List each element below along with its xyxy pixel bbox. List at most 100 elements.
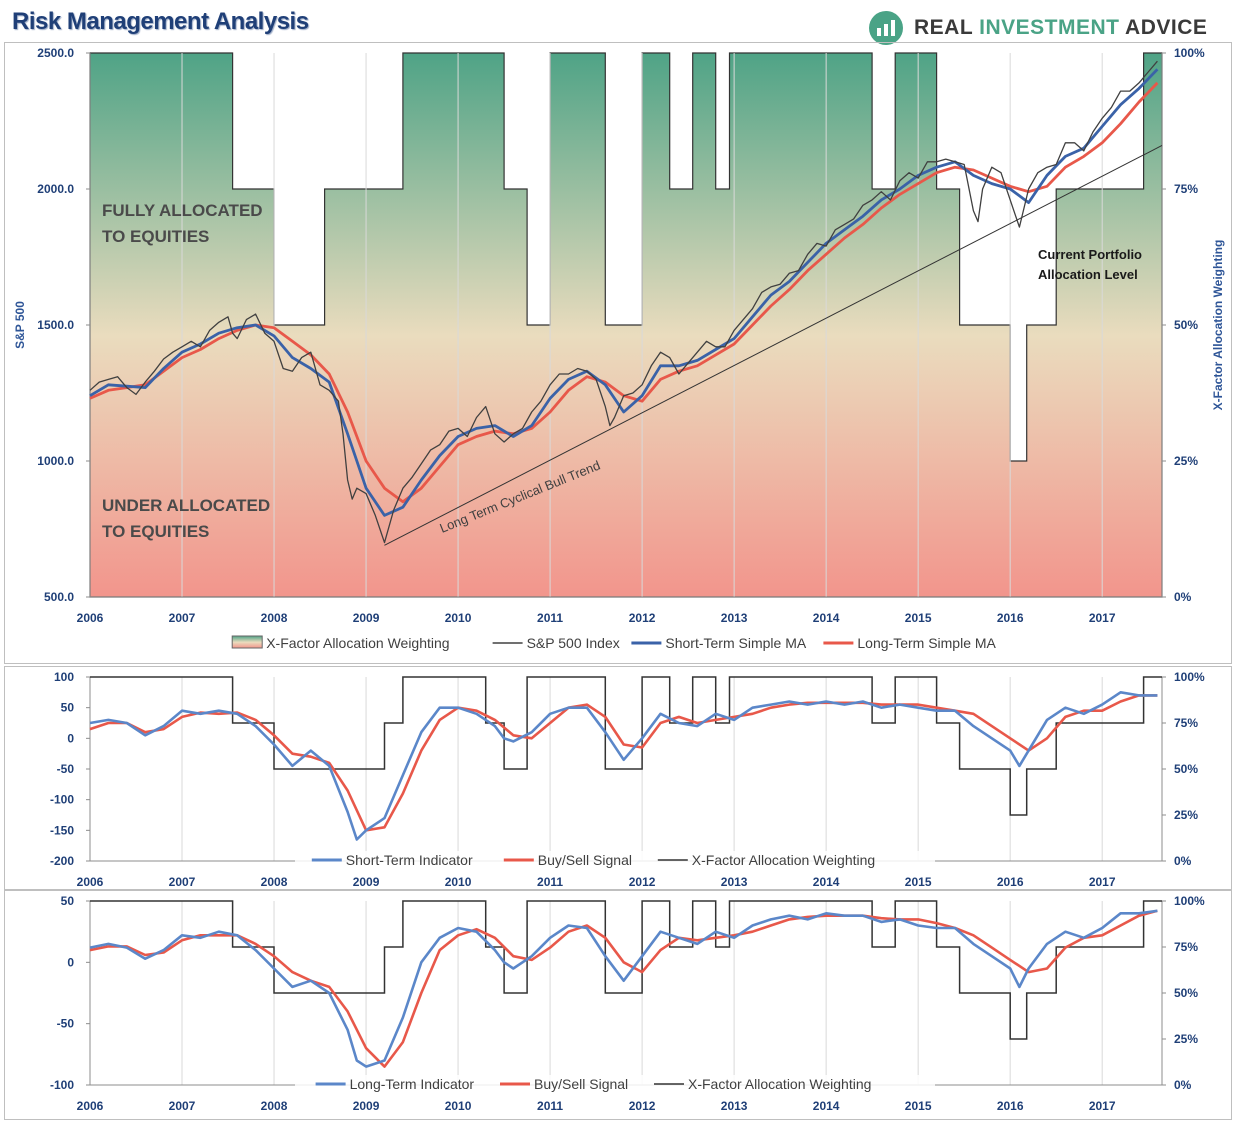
long-x-tick-2015: 2015: [905, 1099, 932, 1113]
long-x-tick-2013: 2013: [721, 1099, 748, 1113]
short-y-tick: 0: [67, 731, 74, 745]
long-x-tick-2011: 2011: [537, 1099, 563, 1113]
main-y-tick: 1000.0: [37, 454, 74, 468]
main-y-tick: 2500.0: [37, 46, 74, 60]
main-legend-item: X-Factor Allocation Weighting: [266, 635, 449, 651]
main-x-tick-2009: 2009: [353, 611, 380, 625]
brand-word-investment: INVESTMENT: [979, 16, 1120, 39]
short-x-tick-2009: 2009: [353, 875, 380, 889]
long-legend-item: Buy/Sell Signal: [534, 1076, 628, 1092]
long-x-tick-2009: 2009: [353, 1099, 380, 1113]
long-x-tick-2017: 2017: [1089, 1099, 1116, 1113]
long-y-right-tick: 50%: [1174, 986, 1198, 1000]
long-legend-item: Long-Term Indicator: [350, 1076, 475, 1092]
page-title: Risk Management Analysis: [12, 8, 309, 35]
long-term-chart: 2006 2007 2008 2009 2010 2011 2012 2013 2014 2015…: [50, 894, 1205, 1113]
main-y-axis-label: S&P 500: [13, 301, 27, 349]
long-y-tick: 50: [61, 894, 75, 908]
long-x-tick-2008: 2008: [261, 1099, 288, 1113]
main-legend-swatch: [231, 635, 263, 649]
fully-allocated-label: TO EQUITIES: [102, 227, 209, 246]
short-x-tick-2017: 2017: [1089, 875, 1116, 889]
main-y-tick: 2000.0: [37, 182, 74, 196]
short-legend-bg: [295, 851, 935, 869]
main-y-right-tick: 0%: [1174, 590, 1192, 604]
fully-allocated-label: FULLY ALLOCATED: [102, 201, 263, 220]
long-x-tick-2012: 2012: [629, 1099, 656, 1113]
long-signal-line: [89, 909, 1158, 1068]
main-y-tick: 500.0: [44, 590, 74, 604]
main-y-right-tick: 25%: [1174, 454, 1198, 468]
short-legend-item: X-Factor Allocation Weighting: [692, 852, 875, 868]
short-allocation-line: [90, 676, 1162, 816]
short-x-tick-2015: 2015: [905, 875, 932, 889]
main-x-tick-2016: 2016: [997, 611, 1024, 625]
short-y-tick: -100: [50, 793, 74, 807]
short-x-tick-2008: 2008: [261, 875, 288, 889]
long-legend-item: X-Factor Allocation Weighting: [688, 1076, 871, 1092]
short-legend-item: Buy/Sell Signal: [538, 852, 632, 868]
short-y-right-tick: 100%: [1174, 670, 1205, 684]
short-y-tick: 50: [61, 701, 75, 715]
brand-word-advice: ADVICE: [1125, 16, 1208, 39]
short-signal-line: [89, 694, 1158, 832]
main-y-right-axis-label: X-Factor Allocation Weighting: [1211, 240, 1225, 411]
under-allocated-label: UNDER ALLOCATED: [102, 496, 270, 515]
long-y-right-tick: 75%: [1174, 940, 1198, 954]
main-x-tick-2011: 2011: [537, 611, 563, 625]
main-x-tick-2014: 2014: [813, 611, 840, 625]
long-y-tick: -50: [57, 1017, 75, 1031]
main-x-tick-2015: 2015: [905, 611, 932, 625]
short-indicator-line: [89, 691, 1158, 841]
short-x-tick-2014: 2014: [813, 875, 840, 889]
sp500-line: [89, 60, 1158, 544]
brand-word-real: REAL: [914, 16, 973, 39]
short-x-tick-2013: 2013: [721, 875, 748, 889]
main-legend-item: S&P 500 Index: [527, 635, 620, 651]
short-y-tick: -50: [57, 762, 75, 776]
short-x-tick-2006: 2006: [77, 875, 104, 889]
rising-bars-icon: [869, 11, 903, 45]
main-x-tick-2010: 2010: [445, 611, 472, 625]
bull-trendline: [384, 145, 1163, 546]
main-legend-item: Short-Term Simple MA: [665, 635, 806, 651]
short-ma-line: [89, 68, 1159, 517]
main-x-tick-2017: 2017: [1089, 611, 1116, 625]
short-y-tick: -150: [50, 823, 74, 837]
current-allocation-label: Allocation Level: [1038, 267, 1138, 282]
main-y-right-tick: 75%: [1174, 182, 1198, 196]
short-x-tick-2011: 2011: [537, 875, 563, 889]
long-y-tick: -100: [50, 1078, 74, 1092]
short-y-right-tick: 0%: [1174, 854, 1192, 868]
main-x-tick-2006: 2006: [77, 611, 104, 625]
brand-logo-block: REAL INVESTMENT ADVICE: [868, 8, 1207, 48]
short-x-tick-2010: 2010: [445, 875, 472, 889]
long-x-tick-2007: 2007: [169, 1099, 196, 1113]
short-legend-item: Short-Term Indicator: [346, 852, 473, 868]
long-y-right-tick: 25%: [1174, 1032, 1198, 1046]
main-x-tick-2012: 2012: [629, 611, 656, 625]
main-chart: 2006 2007 2008 2009 2010 2011 2012 2013 2014 2015…: [13, 46, 1225, 651]
brand-name: REAL INVESTMENT ADVICE: [914, 16, 1207, 40]
long-indicator-line: [89, 909, 1158, 1068]
long-legend-bg: [295, 1075, 935, 1093]
long-y-right-tick: 0%: [1174, 1078, 1192, 1092]
main-y-right-tick: 100%: [1174, 46, 1205, 60]
long-x-tick-2016: 2016: [997, 1099, 1024, 1113]
main-x-tick-2008: 2008: [261, 611, 288, 625]
long-x-tick-2006: 2006: [77, 1099, 104, 1113]
main-y-right-tick: 50%: [1174, 318, 1198, 332]
short-y-right-tick: 25%: [1174, 808, 1198, 822]
under-allocated-label: TO EQUITIES: [102, 522, 209, 541]
short-y-right-tick: 50%: [1174, 762, 1198, 776]
main-legend-item: Long-Term Simple MA: [857, 635, 996, 651]
main-y-tick: 1500.0: [37, 318, 74, 332]
long-x-tick-2014: 2014: [813, 1099, 840, 1113]
short-term-chart: 2006 2007 2008 2009 2010 2011 2012 2013 2014 2015…: [50, 670, 1205, 889]
short-x-tick-2012: 2012: [629, 875, 656, 889]
short-x-tick-2007: 2007: [169, 875, 196, 889]
long-x-tick-2010: 2010: [445, 1099, 472, 1113]
short-x-tick-2016: 2016: [997, 875, 1024, 889]
